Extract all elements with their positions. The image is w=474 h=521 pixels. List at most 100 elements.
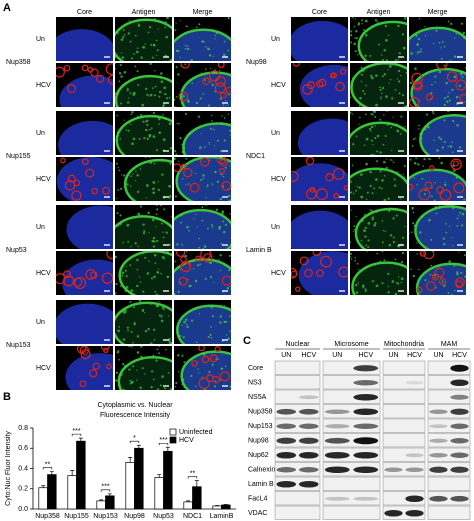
speckle [398,80,401,83]
speckle [134,180,137,182]
speckle [400,281,403,284]
speckle [212,128,215,131]
micrograph [174,157,231,201]
speckle [139,168,142,170]
speckle [124,269,127,272]
speckle [440,138,443,141]
speckle [187,279,189,281]
nucleus [414,205,466,249]
blot-band [353,423,379,429]
speckle [392,116,394,118]
speckle [365,266,368,269]
speckle [370,125,374,129]
speckle [364,290,367,293]
virus-ring [426,281,436,291]
significance: ** [190,470,196,477]
speckle [147,31,150,34]
speckle [227,337,230,340]
speckle [211,226,214,229]
speckle [228,315,231,318]
virus-ring [63,64,71,72]
speckle [163,86,167,90]
speckle [424,25,426,27]
speckle [210,337,213,339]
speckle [168,315,170,317]
speckle [350,111,352,114]
speckle [177,353,180,357]
blot-band [353,437,379,445]
speckle [413,224,416,228]
speckle [371,192,374,195]
speckle [441,146,445,149]
speckle [464,275,466,278]
speckle [163,258,166,260]
speckle [146,272,150,275]
condition-label: Un [36,224,45,231]
speckle [350,41,353,44]
speckle [136,268,139,271]
speckle [367,246,370,249]
micrograph [174,111,231,155]
speckle [374,222,377,225]
micrograph [291,63,348,107]
speckle [174,260,177,263]
speckle [219,69,221,72]
speckle [195,101,199,105]
condition-label: HCV [271,82,286,89]
speckle [155,54,158,57]
virus-ring [220,91,227,99]
error-bar [107,493,112,496]
speckle [131,142,134,146]
speckle [220,242,223,245]
speckle [416,184,418,186]
speckle [168,122,172,126]
speckle [229,165,231,167]
significance-bracket [187,476,198,479]
speckle [350,34,353,37]
speckle [385,95,388,98]
speckle [153,18,156,21]
significance-bracket [158,442,169,446]
speckle [380,96,382,98]
speckle [219,304,222,307]
speckle [197,115,201,118]
speckle [223,264,226,267]
speckle [133,306,136,309]
speckle [363,144,366,147]
speckle [204,277,207,280]
micrograph [350,157,407,201]
virus-ring [309,186,316,193]
speckle [208,54,212,57]
speckle [416,51,420,54]
speckle [373,187,376,190]
chart-title: Fluorescence Intensity [100,412,171,419]
nucleus [410,67,466,107]
speckle [354,37,356,39]
blot-band [450,495,469,502]
speckle [382,229,385,232]
speckle [153,44,156,47]
speckle [134,242,137,245]
virus-ring [67,174,76,183]
speckle [141,367,144,370]
speckle [434,181,437,184]
speckle [154,262,157,265]
virus-ring [176,251,186,257]
speckle [175,153,178,155]
speckle [367,239,370,242]
speckle [381,179,384,182]
speckle [116,197,118,200]
speckle [371,216,375,219]
speckle [181,354,184,357]
chart-title: Cytoplasmic vs. Nuclear [97,402,173,409]
speckle [417,37,421,41]
blot-band [450,394,469,400]
speckle [440,47,442,49]
blot-band [276,423,297,429]
speckle [156,348,159,351]
speckle [178,160,180,163]
blot-band [298,451,319,459]
speckle [438,70,442,74]
speckle [158,346,160,348]
speckle [410,87,414,91]
